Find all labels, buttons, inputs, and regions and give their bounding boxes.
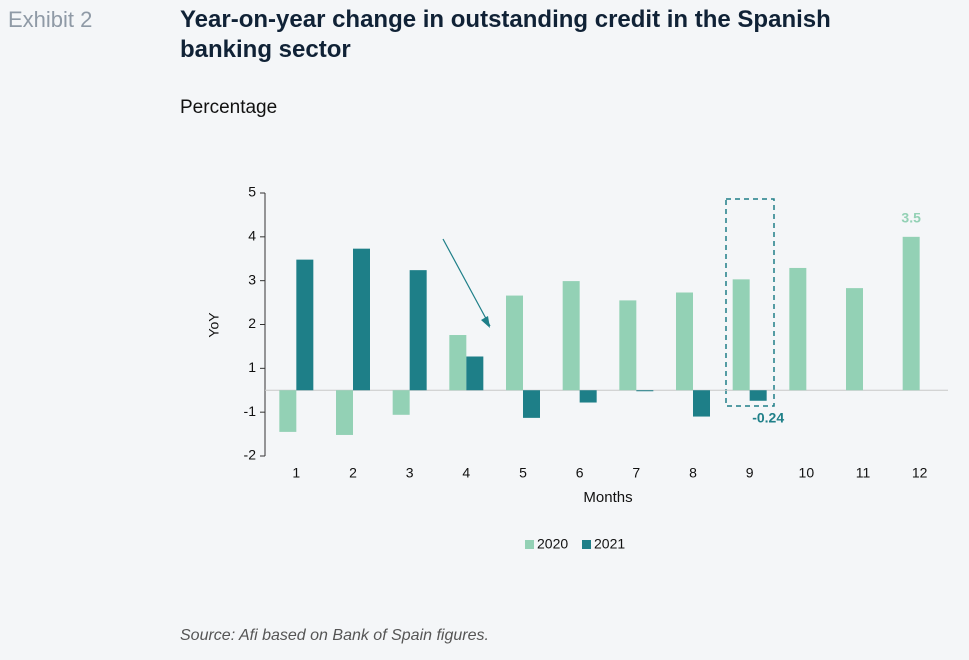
arrow-head (481, 316, 490, 328)
y-tick-label: 5 (248, 184, 256, 200)
bar (523, 390, 540, 418)
x-tick-label: 7 (632, 465, 640, 481)
legend-label: 2020 (537, 536, 568, 552)
x-tick-label: 5 (519, 465, 527, 481)
x-axis-label: Months (583, 489, 632, 506)
x-tick-label: 12 (912, 465, 928, 481)
bar (636, 390, 654, 392)
bar (296, 259, 314, 391)
y-tick-label: 1 (248, 359, 256, 375)
y-tick-label: -2 (244, 447, 257, 463)
x-tick-label: 11 (856, 465, 871, 481)
x-tick-label: 9 (746, 465, 754, 481)
source: Source: Afi based on Bank of Spain figur… (180, 627, 489, 644)
y-tick-label: 4 (248, 228, 256, 244)
bar (336, 390, 353, 435)
bar (506, 295, 523, 391)
y-tick-label: 2 (248, 315, 256, 331)
bar (466, 356, 484, 391)
x-tick-label: 2 (349, 465, 357, 481)
bar (353, 248, 370, 391)
arrow (442, 238, 491, 327)
bar (749, 390, 767, 401)
y-axis-label: YoY (206, 312, 222, 338)
bar (579, 390, 597, 403)
x-tick-label: 10 (799, 465, 815, 481)
chart-title: Year-on-year change in outstanding credi… (180, 6, 831, 63)
highlight-box (725, 198, 775, 407)
bar (619, 300, 637, 391)
x-tick-label: 8 (689, 465, 697, 481)
y-tick-label: -1 (244, 403, 257, 419)
subtitle: Percentage (180, 97, 277, 118)
x-tick-label: 4 (462, 465, 470, 481)
legend-swatch (525, 540, 534, 549)
x-tick-label: 3 (406, 465, 414, 481)
data-label: 3.5 (901, 210, 921, 226)
bar (392, 390, 410, 415)
bar (902, 236, 920, 391)
x-tick-label: 6 (576, 465, 584, 481)
y-tick-label: 3 (248, 271, 256, 287)
bar (279, 390, 297, 432)
x-tick-label: 1 (292, 465, 300, 481)
bar (789, 267, 807, 391)
data-label: -0.24 (752, 409, 784, 425)
bar (846, 288, 863, 391)
bar (693, 390, 710, 417)
legend-swatch (582, 540, 591, 549)
exhibit-label: Exhibit 2 (8, 7, 92, 32)
legend-label: 2021 (594, 536, 625, 552)
bar (409, 270, 427, 391)
bar (732, 279, 750, 391)
bar (562, 281, 580, 391)
bar (676, 292, 693, 391)
bar (449, 335, 467, 391)
